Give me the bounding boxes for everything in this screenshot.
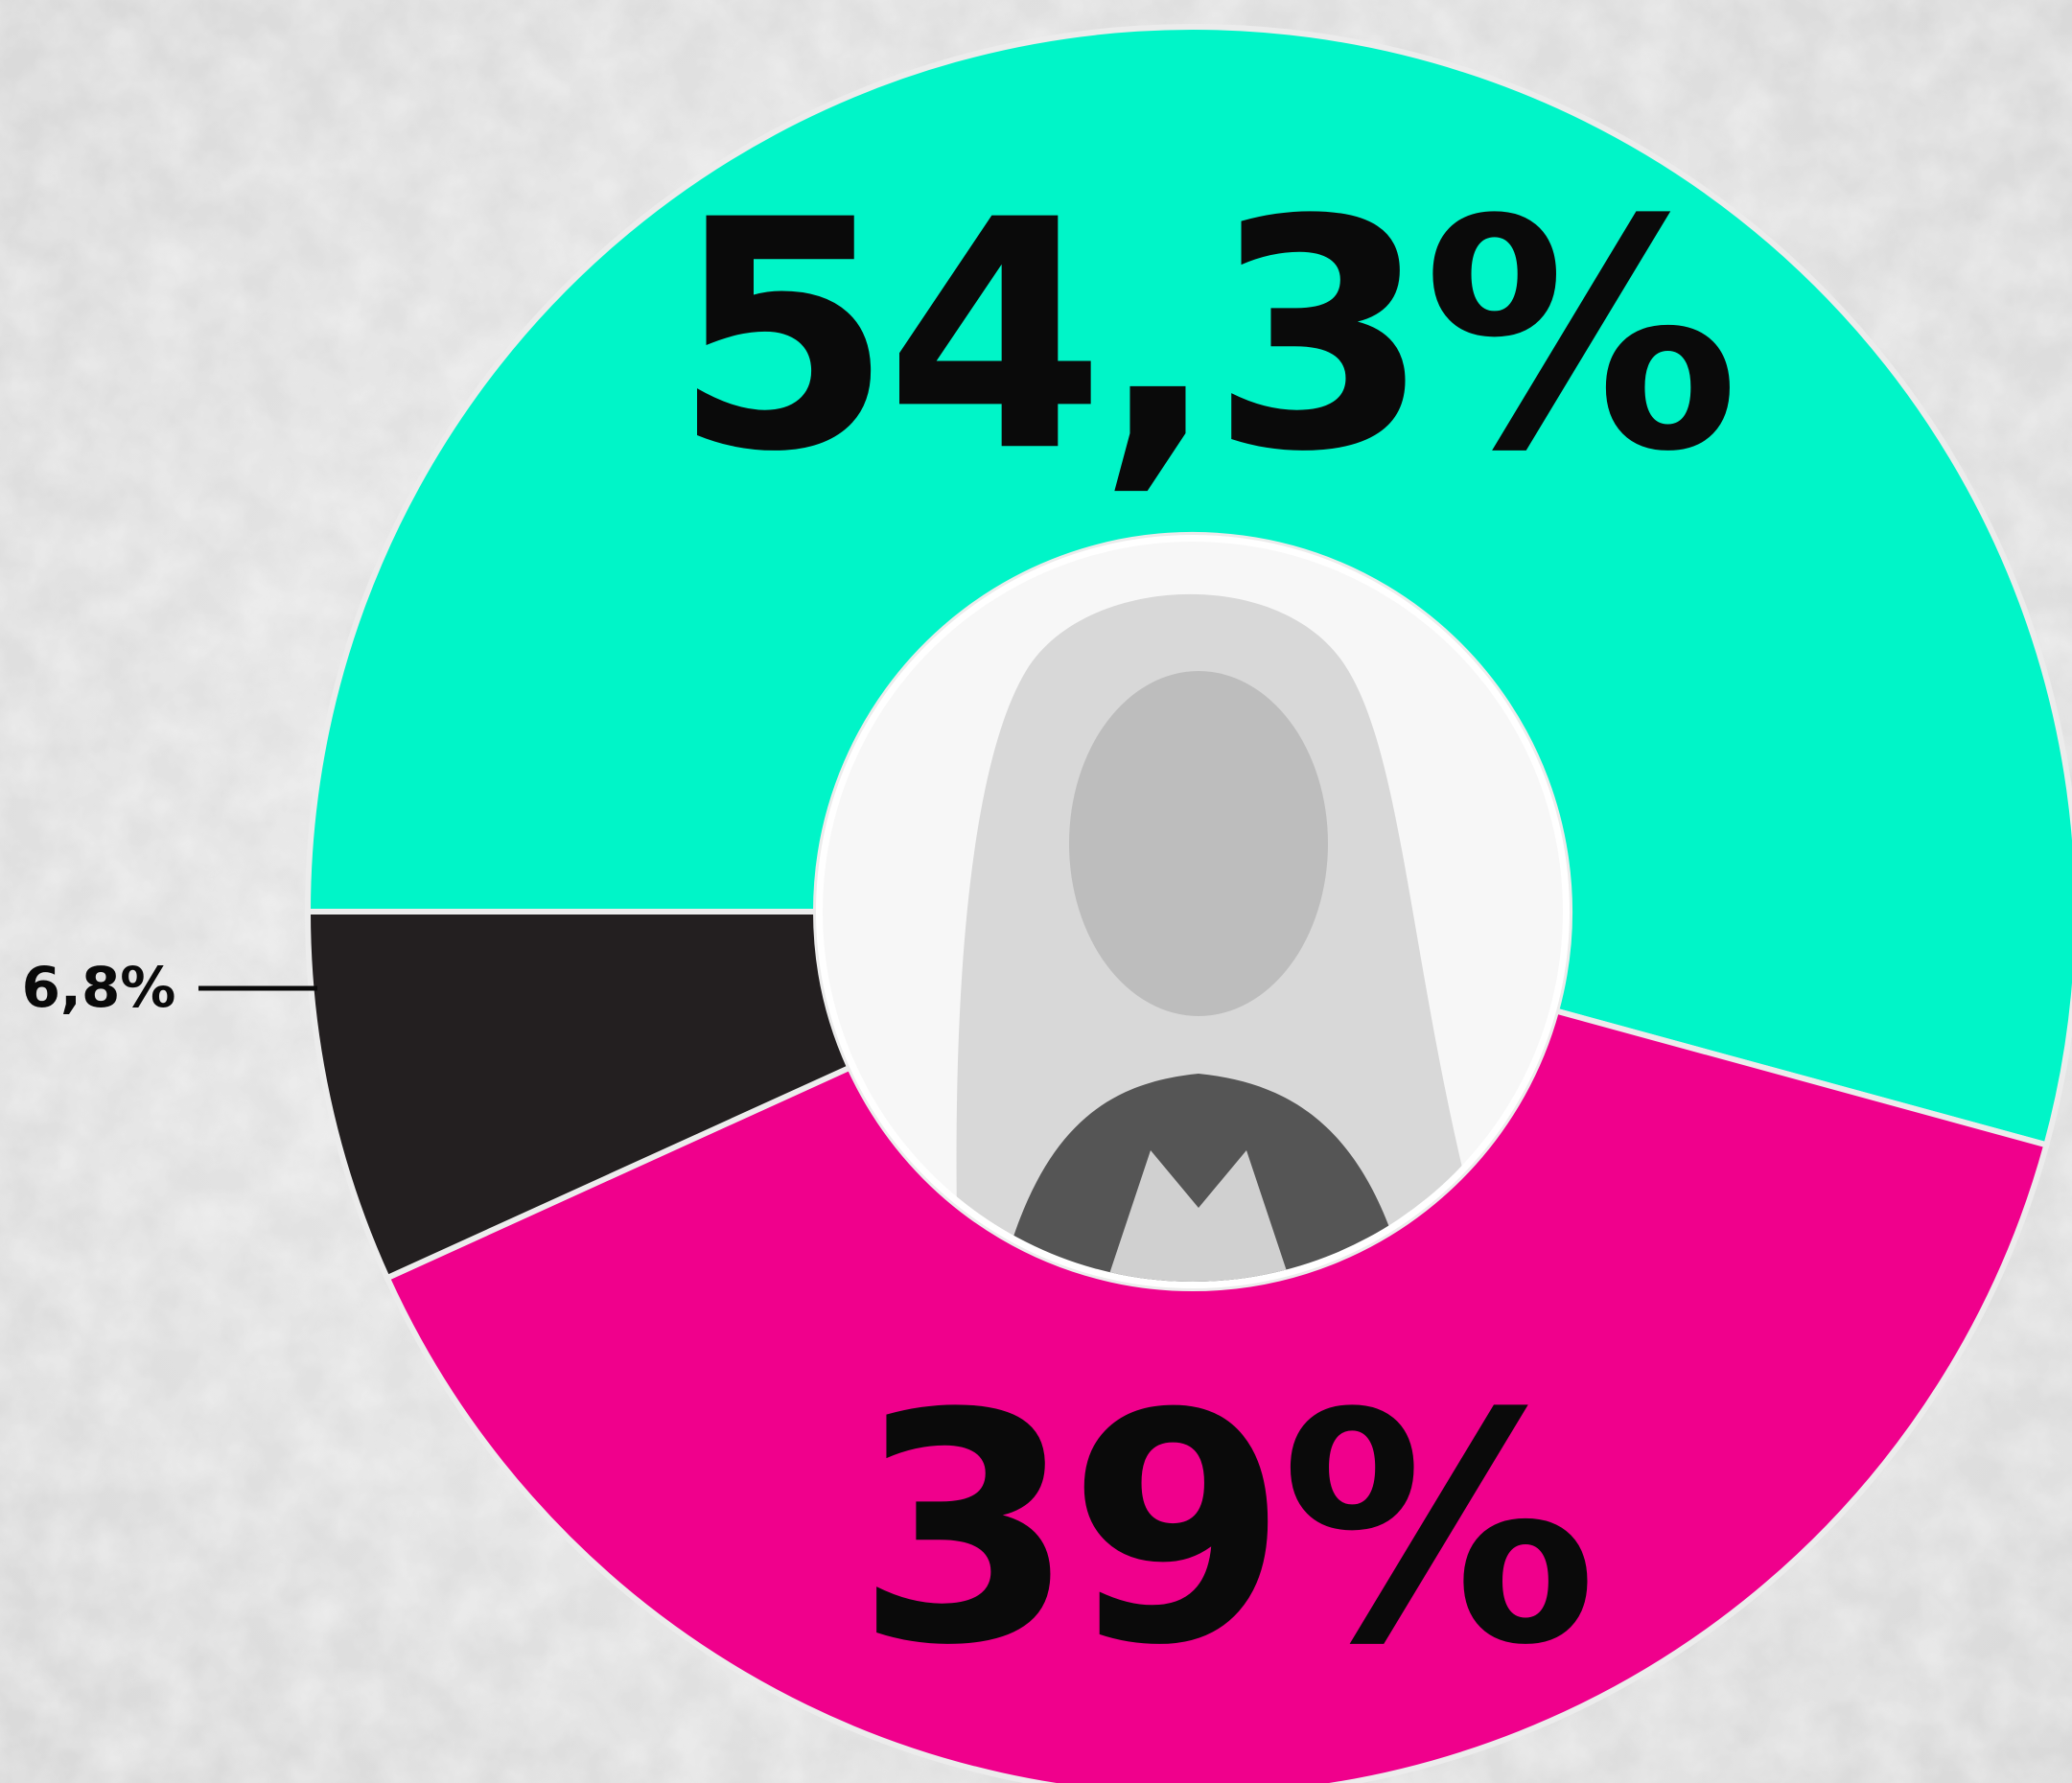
- data-label: 39%: [855, 1346, 1592, 1714]
- portrait: [816, 535, 1570, 1288]
- donut: [304, 24, 2072, 1783]
- portrait-photo: [823, 542, 1563, 1282]
- data-label: 6,8%: [22, 955, 176, 1020]
- data-label: 54,3%: [673, 152, 1734, 521]
